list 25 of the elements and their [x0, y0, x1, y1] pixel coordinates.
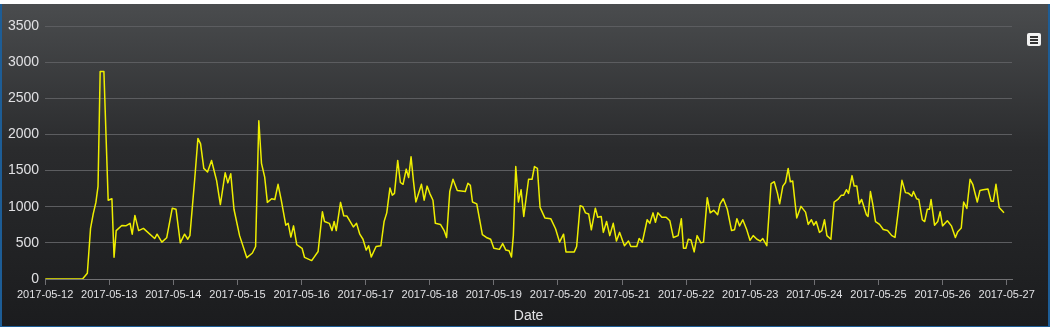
y-tick-label: 2500 [7, 89, 40, 106]
x-tick-label: 2017-05-17 [337, 287, 394, 300]
y-tick-label: 0 [31, 269, 40, 286]
y-tick-label: 1500 [7, 161, 40, 178]
x-tick-label: 2017-05-15 [209, 287, 266, 300]
y-tick-label: 1000 [7, 197, 40, 214]
x-tick-label: 2017-05-18 [401, 287, 458, 300]
x-tick-label: 2017-05-27 [978, 287, 1035, 300]
x-tick-label: 2017-05-23 [722, 287, 779, 300]
x-tick-label: 2017-05-26 [914, 287, 971, 300]
x-tick-label: 2017-05-22 [658, 287, 715, 300]
y-tick-label: 500 [15, 233, 40, 250]
y-tick-label: 2000 [7, 125, 40, 142]
x-tick-label: 2017-05-19 [465, 287, 522, 300]
x-tick-label: 2017-05-21 [593, 287, 651, 300]
y-tick-label: 3000 [7, 53, 40, 69]
x-tick-label: 2017-05-16 [273, 287, 330, 300]
y-tick-label: 3500 [7, 16, 40, 33]
x-axis-title: Date [513, 307, 544, 324]
x-tick-label: 2017-05-24 [786, 287, 843, 300]
x-tick-label: 2017-05-14 [145, 287, 202, 300]
x-tick-label: 2017-05-20 [529, 287, 587, 300]
x-tick-label: 2017-05-25 [850, 287, 907, 300]
x-tick-label: 2017-05-12 [17, 287, 74, 300]
x-tick-label: 2017-05-13 [81, 287, 138, 300]
